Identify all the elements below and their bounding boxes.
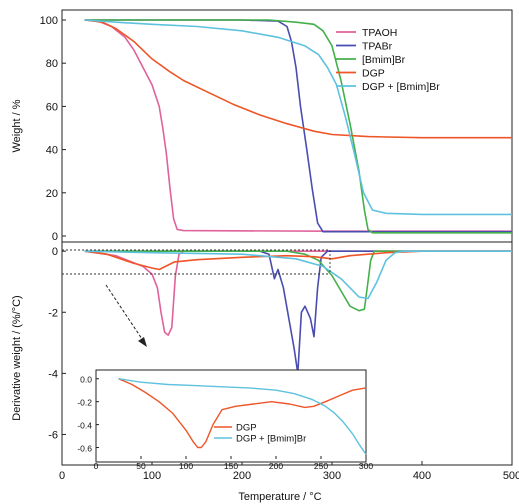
bottom-series-group [84, 250, 512, 375]
top-legend-label-dgp-bmim-br: DGP + [Bmim]Br [362, 81, 440, 93]
top-y-axis-label: Weight / % [11, 99, 23, 152]
bottom-plot-frame [61, 241, 513, 466]
top-y-tick-label: 60 [46, 101, 58, 113]
inset-y-tick-label: -0.4 [77, 421, 92, 431]
top-series-tpaoh [84, 19, 512, 232]
bottom-y-tick-label: -2 [48, 307, 58, 319]
bottom-series-bmim-br [84, 250, 512, 312]
inset-x-tick-label: 150 [224, 461, 238, 471]
bottom-series-dgp-bmim-br [84, 250, 512, 300]
bottom-y-tick-label: -4 [48, 368, 58, 380]
bottom-series-tpabr [84, 250, 512, 375]
top-y-tick-label: 0 [52, 231, 58, 243]
inset-x-tick-label: 300 [359, 461, 373, 471]
top-y-tick-label: 20 [46, 188, 58, 200]
inset-x-tick-label: 0 [94, 461, 99, 471]
top-y-ticks: 0 20 40 60 80 100 [40, 15, 66, 243]
inset-x-tick-label: 50 [136, 461, 146, 471]
top-y-tick-label: 100 [40, 15, 58, 27]
bottom-x-tick-label: 300 [323, 470, 341, 482]
zoom-indicator [62, 249, 331, 347]
bottom-y-tick-label: 0 [52, 246, 58, 258]
top-series-group [84, 19, 512, 234]
bottom-y-tick-label: -6 [48, 429, 58, 441]
inset-legend-label-dgp: DGP [236, 423, 257, 434]
inset-y-tick-label: -0.2 [77, 398, 92, 408]
top-y-tick-label: 40 [46, 145, 58, 157]
bottom-series-dgp [84, 250, 512, 271]
inset-series-group [118, 378, 367, 455]
bottom-y-axis-label: Derivative weight / (%/°C) [11, 295, 23, 420]
top-y-tick-label: 80 [46, 58, 58, 70]
inset-frame [95, 369, 367, 463]
bottom-x-tick-label: 100 [143, 470, 161, 482]
inset-y-tick-label: 0.0 [80, 375, 92, 385]
top-legend-label-tpaoh: TPAOH [362, 27, 397, 39]
zoom-arrow-head [138, 337, 147, 347]
inset-series-dgp-bmim-br [118, 378, 367, 455]
top-series-tpabr [84, 19, 512, 233]
bottom-x-tick-label: 400 [413, 470, 431, 482]
top-legend-label-tpabr: TPABr [362, 41, 393, 53]
inset-legend-label-dgp-bmim-br: DGP + [Bmim]Br [236, 434, 306, 445]
top-legend-label-bmim-br: [Bmim]Br [362, 54, 406, 66]
top-legend-label-dgp: DGP [362, 68, 385, 80]
zoom-arrow-line [105, 284, 145, 343]
inset-x-tick-label: 100 [179, 461, 193, 471]
bottom-x-tick-label: 500 [503, 470, 519, 482]
bottom-ticks: -6-4-200 100 200 300 400 500 [48, 246, 519, 482]
inset-y-tick-label: -0.6 [77, 444, 92, 454]
inset-x-tick-label: 250 [314, 461, 328, 471]
top-series-bmim-br [84, 19, 512, 234]
x-axis-label: Temperature / °C [238, 491, 321, 503]
bottom-x-tick-label: 200 [233, 470, 251, 482]
inset-ticks: 0.0 -0.2 -0.4 -0.60 50 100 150 200 250 300 [77, 375, 373, 471]
bottom-series-tpaoh [84, 250, 512, 336]
top-series-dgp-bmim-br [84, 19, 512, 216]
inset-x-tick-label: 200 [269, 461, 283, 471]
bottom-x-tick-label: 0 [59, 470, 65, 482]
